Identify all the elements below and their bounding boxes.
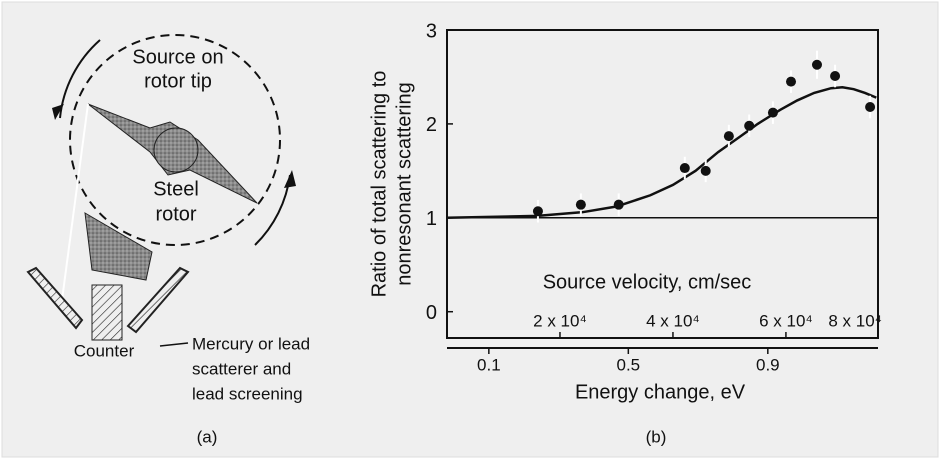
rotor-hub xyxy=(153,127,199,173)
y-axis-label: Ratio of total scattering to xyxy=(368,71,390,298)
counter xyxy=(91,284,123,341)
caption: (a) xyxy=(197,427,218,446)
y-tick-label: 1 xyxy=(426,208,437,230)
y-tick-label: 3 xyxy=(426,20,437,42)
x2-axis-label: Energy change, eV xyxy=(575,381,746,403)
rotor-path xyxy=(69,34,281,246)
counter-label: Counter xyxy=(74,341,135,360)
scatterer-label: Mercury or lead xyxy=(192,334,310,353)
data-point xyxy=(811,59,822,70)
y-tick-label: 2 xyxy=(426,114,437,136)
arrow-head xyxy=(52,104,64,120)
shield xyxy=(84,212,153,281)
diagram: Source on rotor tip Steel rotor Counter … xyxy=(26,34,310,446)
caption: (b) xyxy=(646,427,667,446)
x2-tick-label: 0.5 xyxy=(617,355,641,374)
x-tick-label: 4 x 10⁴ xyxy=(646,311,700,330)
rotation-arrow xyxy=(59,39,101,119)
data-point xyxy=(613,199,624,210)
y-tick-label: 0 xyxy=(426,302,437,324)
y-axis-label: nonresonant scattering xyxy=(393,82,415,285)
data-point xyxy=(865,102,876,112)
arrow-head xyxy=(284,170,296,188)
source-label: rotor tip xyxy=(144,70,212,92)
data-point xyxy=(679,163,690,174)
scatterer-label: scatterer and xyxy=(192,359,291,378)
plot-frame xyxy=(446,29,879,339)
data-point xyxy=(700,165,711,176)
rotor-label: rotor xyxy=(155,203,196,225)
x-tick-label: 6 x 10⁴ xyxy=(759,311,813,330)
x-axis-label: Source velocity, cm/sec xyxy=(543,271,752,293)
x-tick-label: 2 x 10⁴ xyxy=(533,311,587,330)
x-tick-label: 8 x 10⁴ xyxy=(828,311,882,330)
data-point xyxy=(723,131,734,142)
rotor-label: Steel xyxy=(153,178,199,200)
data-point xyxy=(532,206,543,217)
leader-line xyxy=(159,342,189,347)
scatterer xyxy=(126,266,190,334)
gamma-ray xyxy=(61,103,89,301)
data-point xyxy=(744,120,755,131)
data-point xyxy=(830,71,841,82)
scatterer xyxy=(26,266,84,330)
data-point xyxy=(786,76,797,87)
scatterer-label: lead screening xyxy=(192,384,303,403)
data-point xyxy=(575,199,586,210)
x2-tick-label: 0.9 xyxy=(756,355,780,374)
data-point xyxy=(767,107,778,118)
x2-tick-label: 0.1 xyxy=(477,355,501,374)
source-label: Source on xyxy=(132,46,223,68)
